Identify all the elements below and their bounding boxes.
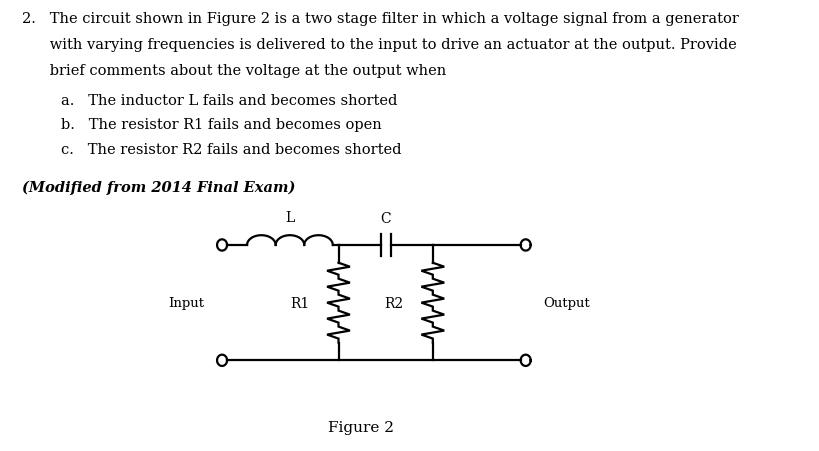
Text: Figure 2: Figure 2 bbox=[328, 420, 394, 434]
Text: Output: Output bbox=[543, 296, 590, 309]
Text: brief comments about the voltage at the output when: brief comments about the voltage at the … bbox=[22, 64, 446, 78]
Text: L: L bbox=[285, 211, 294, 225]
Text: b.   The resistor R1 fails and becomes open: b. The resistor R1 fails and becomes ope… bbox=[61, 118, 382, 132]
Text: 2.   The circuit shown in Figure 2 is a two stage filter in which a voltage sign: 2. The circuit shown in Figure 2 is a tw… bbox=[22, 12, 738, 26]
Text: with varying frequencies is delivered to the input to drive an actuator at the o: with varying frequencies is delivered to… bbox=[22, 38, 736, 52]
Text: R1: R1 bbox=[290, 296, 309, 310]
Text: c.   The resistor R2 fails and becomes shorted: c. The resistor R2 fails and becomes sho… bbox=[61, 142, 401, 156]
Text: C: C bbox=[380, 212, 391, 226]
Text: Input: Input bbox=[168, 296, 204, 309]
Text: a.   The inductor L fails and becomes shorted: a. The inductor L fails and becomes shor… bbox=[61, 93, 397, 107]
Text: R2: R2 bbox=[384, 296, 403, 310]
Text: (Modified from 2014 Final Exam): (Modified from 2014 Final Exam) bbox=[22, 180, 295, 194]
